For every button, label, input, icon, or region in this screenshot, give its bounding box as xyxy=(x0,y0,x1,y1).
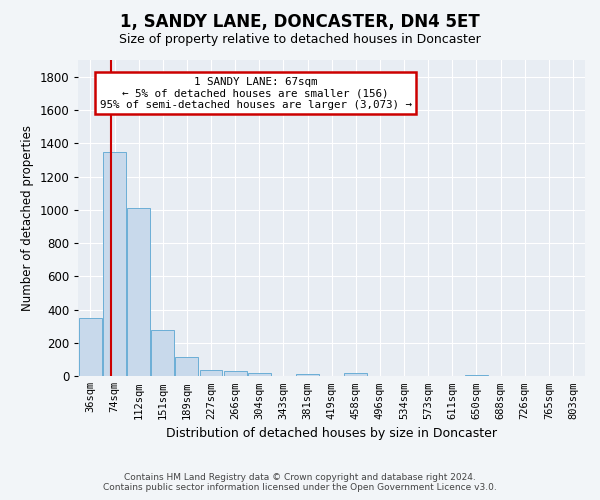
Bar xyxy=(224,372,247,376)
Text: 1, SANDY LANE, DONCASTER, DN4 5ET: 1, SANDY LANE, DONCASTER, DN4 5ET xyxy=(120,12,480,30)
Bar xyxy=(344,373,367,376)
Text: Contains HM Land Registry data © Crown copyright and database right 2024.
Contai: Contains HM Land Registry data © Crown c… xyxy=(103,473,497,492)
Bar xyxy=(151,330,174,376)
Bar xyxy=(200,370,223,376)
X-axis label: Distribution of detached houses by size in Doncaster: Distribution of detached houses by size … xyxy=(166,427,497,440)
Bar xyxy=(175,357,199,376)
Bar xyxy=(79,318,102,376)
Text: Size of property relative to detached houses in Doncaster: Size of property relative to detached ho… xyxy=(119,32,481,46)
Text: 1 SANDY LANE: 67sqm  
← 5% of detached houses are smaller (156)
95% of semi-deta: 1 SANDY LANE: 67sqm ← 5% of detached hou… xyxy=(100,76,412,110)
Bar xyxy=(103,152,126,376)
Bar xyxy=(296,374,319,376)
Y-axis label: Number of detached properties: Number of detached properties xyxy=(21,125,34,311)
Bar xyxy=(248,373,271,376)
Bar xyxy=(127,208,150,376)
